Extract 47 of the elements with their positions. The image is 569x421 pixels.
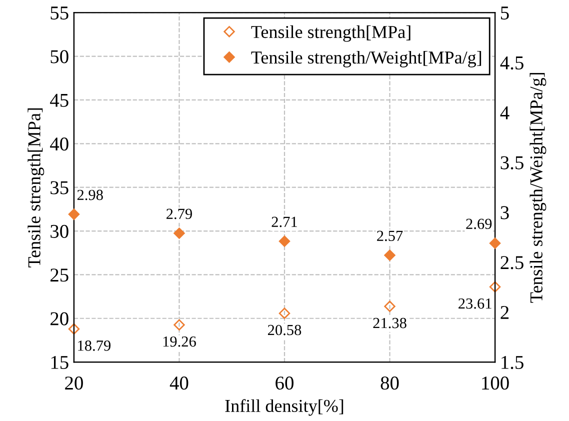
y2-axis-title: Tensile strength/Weight[MPa/g] (530, 72, 546, 303)
point (384, 300, 396, 312)
point (489, 238, 501, 249)
y2-tick-label: 5 (501, 6, 509, 20)
legend-label: Tensile strength[MPa] (251, 25, 410, 42)
y-tick-label: 25 (50, 268, 68, 282)
point (174, 228, 185, 239)
data-label: 2.79 (166, 208, 192, 220)
y-tick-label: 50 (50, 50, 68, 64)
x-axis-title: Infill density[%] (225, 399, 344, 416)
y-tick-label: 40 (50, 137, 68, 151)
y2-tick-label: 2.5 (500, 256, 524, 270)
y2-tick-label: 2 (500, 306, 509, 319)
data-label: 23.61 (458, 298, 492, 309)
data-label: 2.57 (377, 230, 403, 242)
data-label: 21.38 (373, 318, 406, 328)
data-label: 19.26 (163, 336, 196, 347)
x-tick-label: 40 (170, 376, 188, 390)
data-label: 2.69 (466, 218, 492, 230)
x-tick-label: 100 (482, 376, 509, 390)
y2-tick-label: 3 (500, 206, 509, 220)
point (68, 208, 80, 220)
y2-tick-label: 3.5 (500, 156, 524, 170)
y-tick-label: 45 (50, 94, 68, 107)
data-label: 18.79 (78, 340, 110, 351)
data-label: 2.71 (272, 216, 297, 228)
data-label: 2.98 (77, 190, 103, 200)
y2-tick-label: 4 (500, 106, 510, 120)
data-label: 20.58 (268, 324, 302, 336)
point (174, 319, 185, 330)
x-tick-label: 80 (380, 376, 399, 390)
point (68, 323, 80, 335)
y-tick-label: 30 (50, 224, 68, 238)
y-tick-label: 55 (50, 6, 68, 20)
y-tick-label: 20 (50, 312, 68, 326)
y-axis-title: Tensile strength[MPa] (28, 108, 44, 268)
point (278, 236, 290, 247)
legend-label: Tensile strength/Weight[MPa/g] (251, 50, 482, 68)
point (384, 250, 396, 261)
y-tick-label: 15 (51, 356, 68, 369)
point (278, 308, 290, 319)
y-tick-label: 35 (50, 181, 68, 194)
y2-tick-label: 1.5 (502, 356, 524, 370)
x-tick-label: 20 (65, 376, 83, 390)
y2-tick-label: 4.5 (500, 56, 524, 70)
point (489, 281, 501, 292)
x-tick-label: 60 (276, 376, 294, 390)
